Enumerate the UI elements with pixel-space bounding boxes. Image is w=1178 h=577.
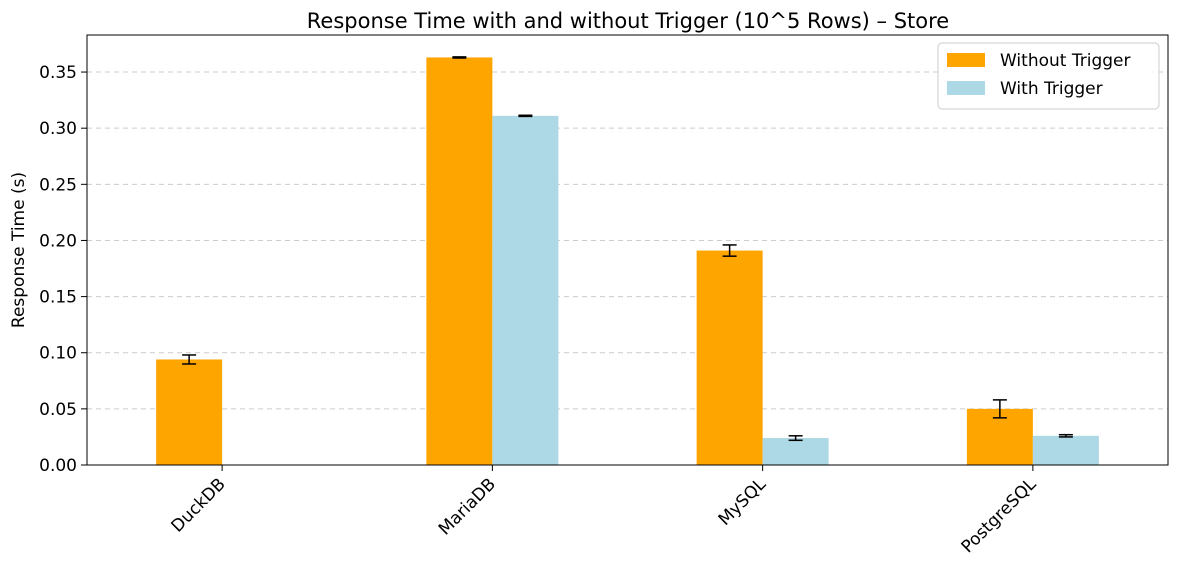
- y-tick-label: 0.35: [39, 63, 77, 83]
- grid-lines: [87, 71, 1168, 410]
- chart-title: Response Time with and without Trigger (…: [307, 9, 949, 33]
- y-axis-label: Response Time (s): [9, 172, 29, 328]
- error-bars: [182, 56, 1073, 442]
- bars: [156, 57, 1099, 465]
- legend: Without Trigger With Trigger: [937, 42, 1160, 110]
- x-tick-label: MariaDB: [435, 474, 500, 539]
- legend-label: Without Trigger: [1000, 51, 1130, 71]
- x-tick-label: PostgreSQL: [958, 474, 1041, 557]
- y-tick-label: 0.25: [39, 175, 77, 195]
- bar: [696, 250, 763, 465]
- bar: [1032, 435, 1099, 465]
- x-tick-label: DuckDB: [168, 474, 230, 536]
- y-tick-label: 0.05: [39, 400, 77, 420]
- y-tick-label: 0.10: [39, 344, 77, 364]
- legend-label: With Trigger: [1000, 79, 1103, 99]
- plot-frame: [86, 34, 1169, 466]
- y-tick-label: 0.15: [39, 288, 77, 308]
- y-tick-label: 0.20: [39, 231, 77, 251]
- y-tick-label: 0.30: [39, 119, 77, 139]
- bar: [762, 438, 829, 465]
- legend-swatch: [947, 81, 985, 95]
- x-axis-ticks: DuckDB MariaDB MySQL PostgreSQL: [168, 465, 1041, 557]
- y-axis-ticks: 0.00 0.05 0.10 0.15 0.20 0.25 0.30 0.35: [39, 63, 87, 476]
- x-tick-label: MySQL: [715, 474, 771, 530]
- legend-swatch: [947, 53, 985, 67]
- y-tick-label: 0.00: [39, 456, 77, 476]
- legend-frame: [937, 42, 1160, 110]
- bar: [426, 57, 493, 465]
- bar: [492, 115, 559, 465]
- bar: [156, 359, 223, 465]
